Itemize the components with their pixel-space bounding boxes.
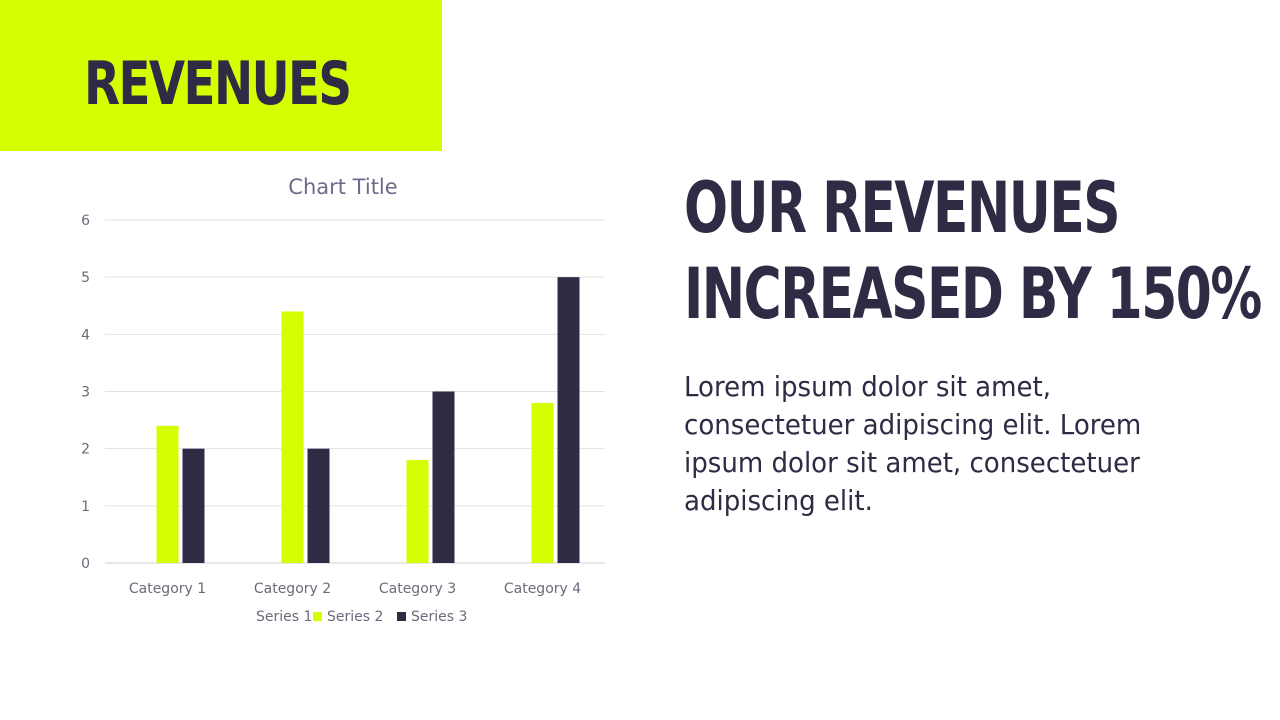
legend-label: Series 2 [327,609,383,625]
legend-swatch [313,612,322,621]
headline: OUR REVENUES INCREASED BY 150% [684,165,1262,337]
headline-line-2: INCREASED BY 150% [684,253,1262,335]
y-tick-label: 6 [81,213,90,229]
bar-series-3 [557,277,580,563]
chart-svg: Chart Title 0 1 2 3 4 5 6 Category 1 Category 2 Ca… [81,175,605,625]
y-tick-label: 0 [81,556,90,572]
y-tick-label: 2 [81,442,90,458]
bar-series-3 [182,448,205,563]
x-tick-label: Category 4 [504,581,581,597]
headline-line-1: OUR REVENUES [684,167,1121,249]
bar-series-2 [156,425,179,563]
bar-series-3 [432,391,455,563]
x-tick-label: Category 3 [379,581,456,597]
bar-series-2 [531,402,554,563]
y-tick-label: 3 [81,385,90,401]
x-tick-label: Category 2 [254,581,331,597]
bar-series-2 [281,311,304,563]
legend-label: Series 3 [411,609,467,625]
legend-label: Series 1 [256,609,312,625]
y-tick-label: 4 [81,327,90,343]
x-tick-label: Category 1 [129,581,206,597]
revenue-chart: Chart Title 0 1 2 3 4 5 6 Category 1 Category 2 Ca… [60,165,630,645]
y-tick-label: 5 [81,270,90,286]
bar-series-2 [406,460,429,563]
slide-title: REVENUES [84,49,352,119]
chart-title: Chart Title [288,175,397,199]
body-text: Lorem ipsum dolor sit amet, consectetuer… [684,370,1142,517]
y-tick-label: 1 [81,499,90,515]
title-accent-block [0,0,442,151]
legend-swatch [397,612,406,621]
bar-series-3 [307,448,330,563]
